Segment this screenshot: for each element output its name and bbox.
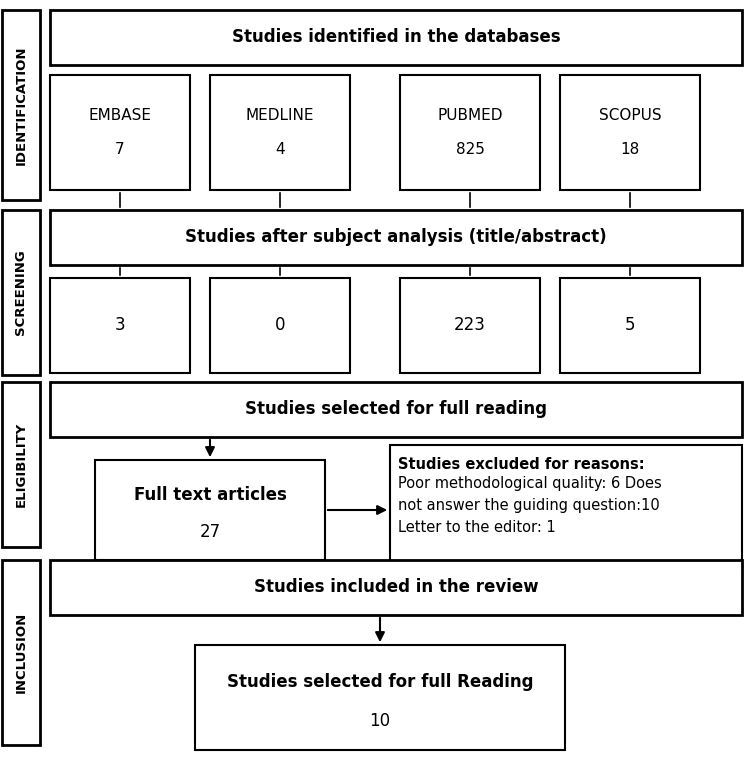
Bar [50, 10, 742, 65]
Text: MEDLINE

4: MEDLINE 4 [246, 108, 314, 157]
Bar [2, 210, 40, 375]
Text: ELIGIBILITY: ELIGIBILITY [14, 422, 28, 507]
Text: Studies included in the review: Studies included in the review [254, 578, 538, 597]
Text: Studies selected for full Reading: Studies selected for full Reading [226, 672, 533, 691]
Text: Studies excluded for reasons:: Studies excluded for reasons: [398, 457, 644, 472]
Bar [390, 445, 742, 575]
Bar [50, 75, 190, 190]
Text: Full text articles: Full text articles [134, 486, 286, 504]
Text: SCOPUS

18: SCOPUS 18 [598, 108, 662, 157]
Bar [2, 10, 40, 200]
Text: IDENTIFICATION: IDENTIFICATION [14, 46, 28, 165]
Bar [50, 382, 742, 437]
Bar [560, 75, 700, 190]
Bar [50, 560, 742, 615]
Text: 5: 5 [625, 317, 635, 335]
Text: 3: 3 [115, 317, 125, 335]
Bar [195, 645, 565, 750]
Bar [50, 278, 190, 373]
Text: Studies after subject analysis (title/abstract): Studies after subject analysis (title/ab… [185, 228, 607, 247]
Bar [2, 382, 40, 547]
Text: 0: 0 [274, 317, 285, 335]
Text: Studies identified in the databases: Studies identified in the databases [232, 29, 560, 46]
Bar [2, 560, 40, 745]
Bar [210, 278, 350, 373]
Text: 27: 27 [200, 523, 220, 541]
Text: SCREENING: SCREENING [14, 250, 28, 335]
Text: EMBASE

7: EMBASE 7 [88, 108, 152, 157]
Text: Studies selected for full reading: Studies selected for full reading [245, 401, 547, 418]
Text: PUBMED

825: PUBMED 825 [437, 108, 503, 157]
Text: INCLUSION: INCLUSION [14, 612, 28, 693]
Bar [400, 75, 540, 190]
Bar [95, 460, 325, 560]
Bar [50, 210, 742, 265]
Bar [210, 75, 350, 190]
Text: 10: 10 [370, 712, 391, 729]
Bar [560, 278, 700, 373]
Text: Poor methodological quality: 6 Does
not answer the guiding question:10
Letter to: Poor methodological quality: 6 Does not … [398, 476, 662, 535]
Bar [400, 278, 540, 373]
Text: 223: 223 [454, 317, 486, 335]
